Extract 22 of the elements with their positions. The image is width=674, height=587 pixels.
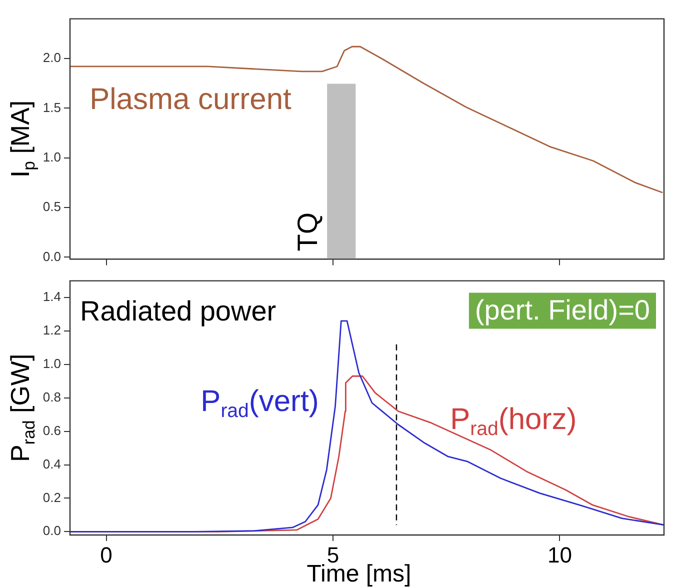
x-tick-label: 10 bbox=[547, 542, 572, 568]
y-tick-label: 1.0 bbox=[42, 149, 61, 164]
y-axis-title: Prad [GW] bbox=[5, 354, 38, 462]
y-tick-label: 0.0 bbox=[42, 523, 61, 538]
y-tick-label: 1.5 bbox=[42, 100, 61, 115]
y-axis-title: Ip [MA] bbox=[5, 100, 38, 178]
y-tick-label: 1.2 bbox=[42, 322, 61, 338]
y-tick-label: 1.4 bbox=[42, 289, 61, 304]
y-tick-label: 0.0 bbox=[42, 248, 61, 264]
annotation: (pert. Field)=0 bbox=[474, 294, 650, 326]
annotation: Radiated power bbox=[80, 296, 276, 327]
y-tick-label: 0.2 bbox=[42, 490, 61, 505]
y-tick-label: 0.6 bbox=[42, 422, 61, 438]
y-tick-label: 2.0 bbox=[42, 50, 61, 66]
band-label: TQ bbox=[292, 212, 323, 252]
x-tick-label: 5 bbox=[326, 542, 340, 568]
y-tick-label: 0.5 bbox=[42, 199, 61, 214]
x-tick-label: 0 bbox=[100, 542, 112, 568]
y-tick-label: 0.8 bbox=[42, 389, 61, 404]
series-label: Plasma current bbox=[90, 82, 292, 116]
y-tick-label: 1.0 bbox=[42, 356, 61, 371]
y-tick-label: 0.4 bbox=[42, 456, 61, 472]
